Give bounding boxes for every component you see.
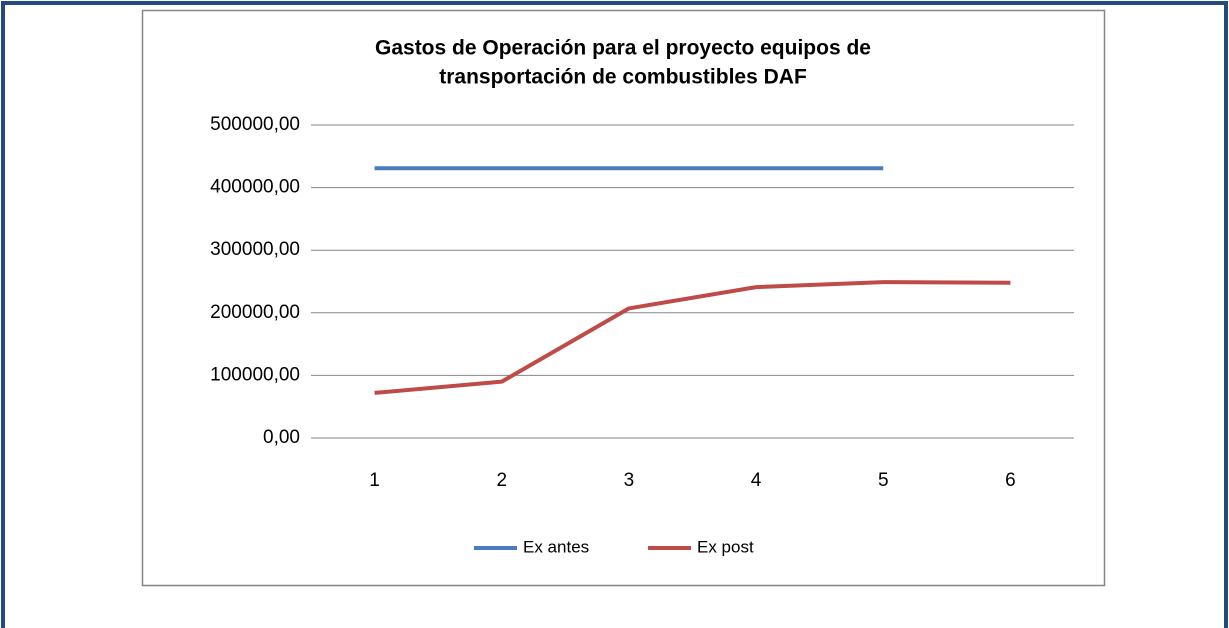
y-tick-label: 300000,00 — [210, 239, 300, 260]
x-tick-label: 1 — [369, 470, 380, 491]
x-tick-label: 3 — [624, 470, 635, 491]
legend-label: Ex post — [697, 537, 754, 556]
x-tick-label: 6 — [1005, 470, 1016, 491]
series-line — [374, 280, 1011, 395]
x-tick-label: 5 — [878, 470, 889, 491]
y-tick-label: 400000,00 — [210, 177, 300, 198]
chart-title: transportación de combustibles DAF — [439, 66, 807, 89]
x-tick-label: 4 — [751, 470, 762, 491]
y-tick-label: 500000,00 — [210, 114, 300, 135]
chart-frame — [141, 9, 1106, 587]
y-tick-label: 0,00 — [263, 427, 300, 448]
y-tick-label: 200000,00 — [210, 302, 300, 323]
chart-title: Gastos de Operación para el proyecto equ… — [375, 37, 871, 60]
y-tick-label: 100000,00 — [210, 364, 300, 385]
x-tick-label: 2 — [496, 470, 507, 491]
legend-label: Ex antes — [523, 537, 589, 556]
